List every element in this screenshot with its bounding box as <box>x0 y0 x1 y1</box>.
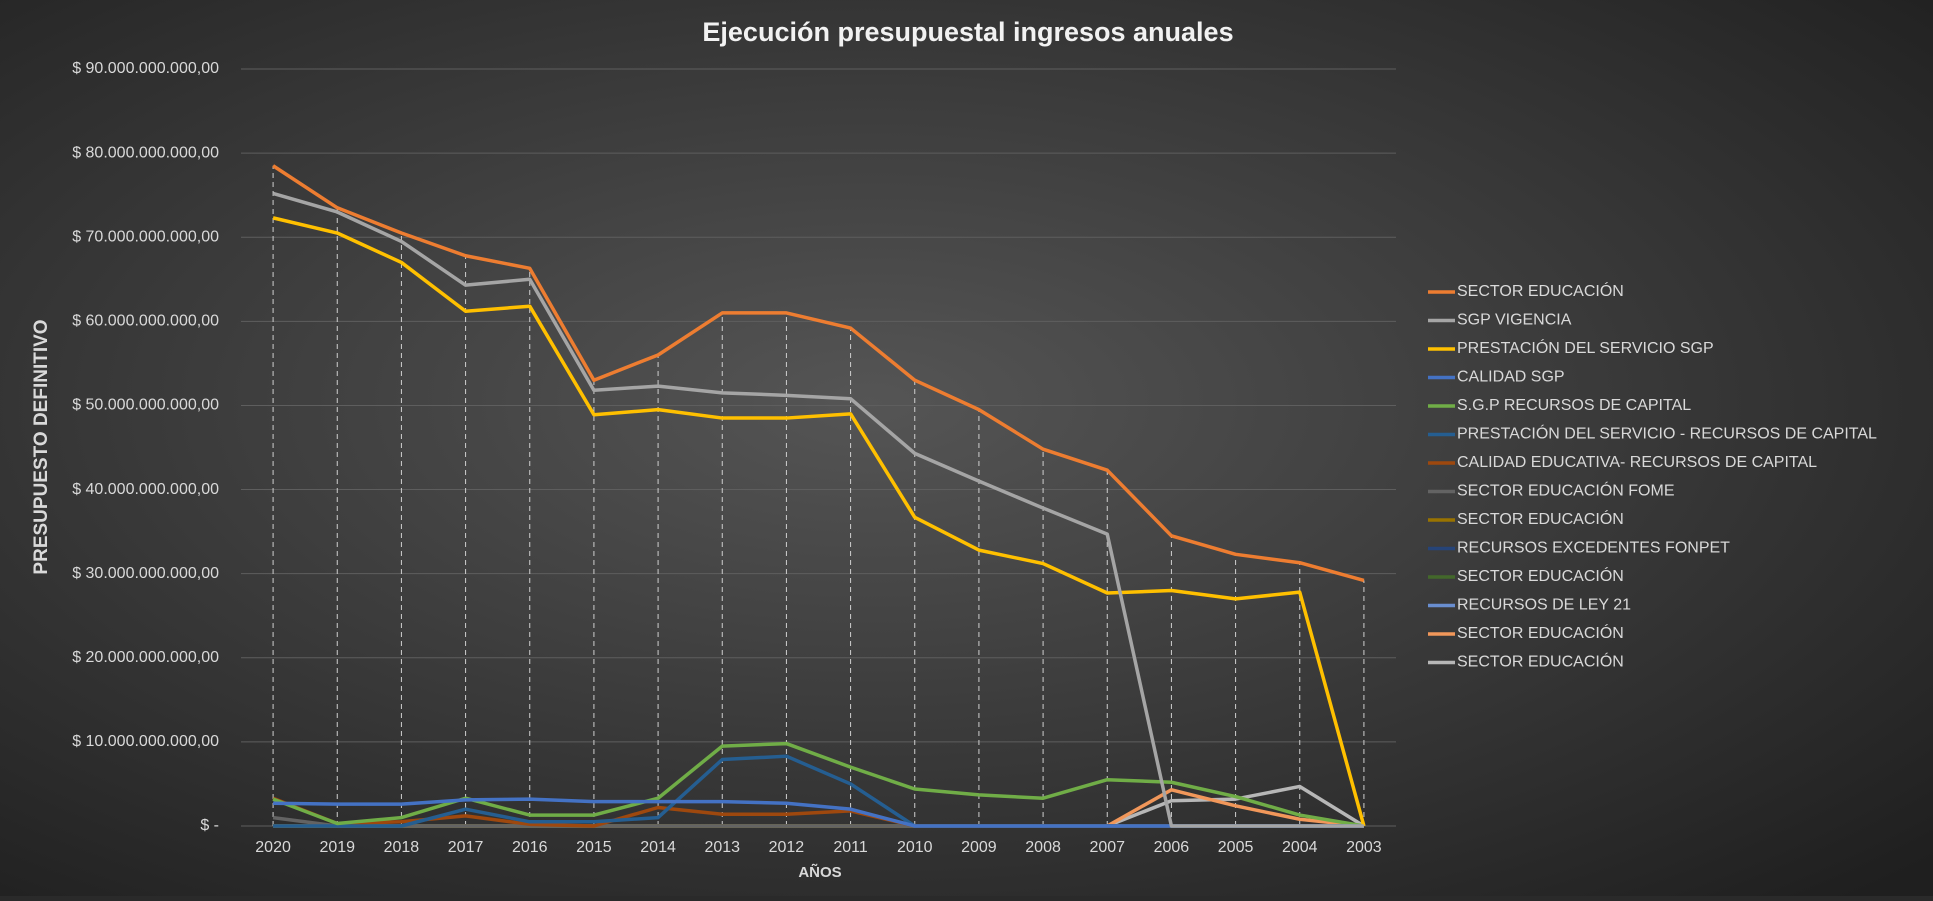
legend-label: SECTOR EDUCACIÓN <box>1457 623 1624 642</box>
y-tick-label: $ 50.000.000.000,00 <box>72 397 219 414</box>
x-tick-label: 2007 <box>1089 839 1125 856</box>
legend-label: RECURSOS DE LEY 21 <box>1457 597 1631 614</box>
y-tick-label: $ 80.000.000.000,00 <box>72 144 219 161</box>
legend-label: SECTOR EDUCACIÓN <box>1457 566 1624 585</box>
y-tick-label: $ 90.000.000.000,00 <box>72 60 219 77</box>
x-tick-label: 2010 <box>897 839 933 856</box>
series-line <box>272 216 1366 827</box>
y-axis-title: PRESUPUESTO DEFINITIVO <box>31 319 52 574</box>
y-tick-label: $ 30.000.000.000,00 <box>72 565 219 582</box>
x-tick-label: 2006 <box>1154 839 1190 856</box>
legend-label: CALIDAD EDUCATIVA- RECURSOS DE CAPITAL <box>1457 454 1817 471</box>
legend-label: RECURSOS EXCEDENTES FONPET <box>1457 540 1730 557</box>
x-tick-label: 2003 <box>1346 839 1382 856</box>
chart-title: Ejecución presupuestal ingresos anuales <box>702 17 1233 47</box>
legend-label: CALIDAD SGP <box>1457 369 1565 386</box>
x-tick-label: 2018 <box>384 839 420 856</box>
x-tick-label: 2011 <box>833 839 868 856</box>
legend-label: PRESTACIÓN DEL SERVICIO - RECURSOS DE CA… <box>1457 424 1877 443</box>
x-tick-label: 2017 <box>448 839 484 856</box>
legend-label: SGP VIGENCIA <box>1457 312 1572 329</box>
legend-label: PRESTACIÓN DEL SERVICIO SGP <box>1457 338 1714 357</box>
y-tick-label: $ - <box>200 817 219 834</box>
legend-label: SECTOR EDUCACIÓN <box>1457 281 1624 300</box>
x-tick-label: 2008 <box>1025 839 1061 856</box>
legend-label: SECTOR EDUCACIÓN <box>1457 652 1624 671</box>
x-tick-label: 2019 <box>319 839 355 856</box>
x-tick-label: 2014 <box>640 839 676 856</box>
legend-label: SECTOR EDUCACIÓN <box>1457 509 1624 528</box>
series-line <box>272 191 1364 828</box>
y-tick-label: $ 40.000.000.000,00 <box>72 481 219 498</box>
y-tick-label: $ 70.000.000.000,00 <box>72 228 219 245</box>
x-tick-label: 2005 <box>1218 839 1254 856</box>
y-tick-label: $ 20.000.000.000,00 <box>72 649 219 666</box>
y-tick-label: $ 60.000.000.000,00 <box>72 313 219 330</box>
x-tick-label: 2013 <box>704 839 740 856</box>
x-tick-label: 2009 <box>961 839 997 856</box>
x-tick-label: 2020 <box>255 839 291 856</box>
series-line <box>272 164 1365 583</box>
y-tick-label: $ 10.000.000.000,00 <box>72 733 219 750</box>
legend-label: S.G.P RECURSOS DE CAPITAL <box>1457 397 1691 414</box>
x-tick-label: 2016 <box>512 839 548 856</box>
legend-label: SECTOR EDUCACIÓN FOME <box>1457 481 1675 500</box>
x-tick-label: 2004 <box>1282 839 1318 856</box>
x-axis-title: AÑOS <box>798 863 841 881</box>
x-tick-label: 2012 <box>769 839 805 856</box>
x-tick-label: 2015 <box>576 839 612 856</box>
